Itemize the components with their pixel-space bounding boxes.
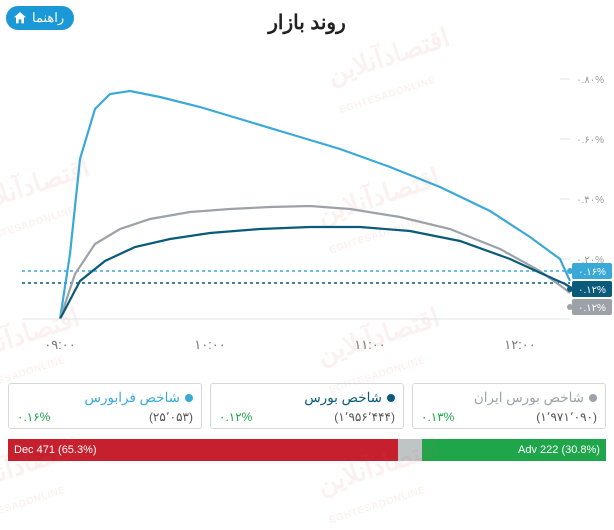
- page-title: روند بازار: [268, 10, 345, 35]
- end-dot: [567, 304, 573, 310]
- advance-label: Adv 222 (30.8%): [518, 444, 600, 456]
- decline-segment: Dec 471 (65.3%): [8, 439, 398, 461]
- decline-label: Dec 471 (65.3%): [14, 444, 97, 456]
- legend-title: شاخص فرابورس: [17, 390, 193, 406]
- help-button[interactable]: راهنما: [6, 6, 74, 30]
- end-dot: [567, 268, 573, 274]
- series-bourse: [60, 227, 570, 319]
- y-tick-label: ۰.۴۰%: [576, 195, 604, 206]
- legend-card[interactable]: شاخص بورس ایران (۱٬۹۷۱٬۰۹۰) ۰.۱۳%: [412, 383, 606, 429]
- legend-value: (۱٬۹۵۶٬۴۴۴): [334, 410, 395, 424]
- advance-decline-bar: Dec 471 (65.3%) Adv 222 (30.8%): [8, 439, 606, 461]
- legend-title: شاخص بورس: [219, 390, 395, 406]
- x-tick-label: ۱۲:۰۰: [504, 337, 536, 352]
- series-iran: [60, 206, 570, 319]
- x-tick-label: ۱۱:۰۰: [354, 337, 386, 352]
- legend-dot-icon: [589, 394, 597, 402]
- watermark-sub: EGHTESADONLINE: [0, 485, 67, 526]
- legend-pct: ۰.۱۳%: [421, 410, 454, 424]
- dash-lines: [22, 271, 570, 283]
- chart-svg: ۰.۸۰%۰.۶۰%۰.۴۰%۰.۲۰% ۰۹:۰۰۱۰:۰۰۱۱:۰۰۱۲:۰…: [0, 49, 614, 379]
- legend-card[interactable]: شاخص فرابورس (۲۵٬۰۵۳) ۰.۱۶%: [8, 383, 202, 429]
- series: [60, 91, 570, 319]
- advance-segment: Adv 222 (30.8%): [422, 439, 606, 461]
- end-badge-label: ۰.۱۶%: [578, 267, 606, 278]
- legend-dot-icon: [185, 394, 193, 402]
- x-axis: ۰۹:۰۰ ۱۰:۰۰ ۱۱:۰۰ ۱۲:۰۰: [44, 337, 536, 352]
- market-trend-chart: ۰.۸۰%۰.۶۰%۰.۴۰%۰.۲۰% ۰۹:۰۰۱۰:۰۰۱۱:۰۰۱۲:۰…: [0, 49, 614, 379]
- series-farabourse: [60, 91, 570, 319]
- legend-value: (۱٬۹۷۱٬۰۹۰): [536, 410, 597, 424]
- y-tick-label: ۰.۸۰%: [576, 75, 604, 86]
- legend-value: (۲۵٬۰۵۳): [149, 410, 193, 424]
- legend-pct: ۰.۱۲%: [219, 410, 252, 424]
- end-badge-label: ۰.۱۲%: [578, 285, 606, 296]
- legend-card[interactable]: شاخص بورس (۱٬۹۵۶٬۴۴۴) ۰.۱۲%: [210, 383, 404, 429]
- y-tick-label: ۰.۶۰%: [576, 135, 604, 146]
- legend-title: شاخص بورس ایران: [421, 390, 597, 406]
- legend-pct: ۰.۱۶%: [17, 410, 50, 424]
- end-badge-label: ۰.۱۲%: [578, 303, 606, 314]
- y-axis: ۰.۸۰%۰.۶۰%۰.۴۰%۰.۲۰%: [560, 75, 604, 266]
- end-dot: [567, 286, 573, 292]
- legend-row: شاخص بورس ایران(۱٬۹۷۱٬۰۹۰)۰.۱۳%شاخص بورس…: [0, 379, 614, 433]
- header: راهنما روند بازار: [0, 0, 614, 43]
- unchanged-segment: [398, 439, 421, 461]
- end-badges: ۰.۱۶% ۰.۱۲% ۰.۱۲%: [567, 263, 612, 315]
- help-label: راهنما: [32, 10, 64, 26]
- x-tick-label: ۱۰:۰۰: [194, 337, 226, 352]
- watermark-sub: EGHTESADONLINE: [328, 485, 427, 526]
- x-tick-label: ۰۹:۰۰: [44, 337, 76, 352]
- home-icon: [12, 10, 28, 26]
- legend-dot-icon: [387, 394, 395, 402]
